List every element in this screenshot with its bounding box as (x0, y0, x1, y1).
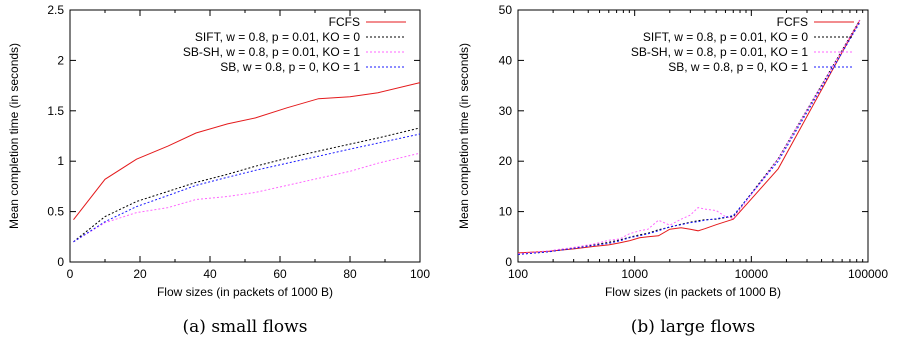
legend-label: SB, w = 0.8, p = 0, KO = 1 (220, 60, 360, 74)
x-tick-label: 40 (203, 267, 217, 281)
y-tick-label: 1.5 (47, 104, 64, 118)
x-tick-label: 0 (67, 267, 74, 281)
plot-frame (517, 9, 869, 263)
legend-label: SB-SH, w = 0.8, p = 0.01, KO = 1 (631, 45, 808, 59)
y-tick-label: 2 (57, 53, 64, 67)
y-tick-label: 0 (57, 255, 64, 269)
y-tick-label: 0 (505, 255, 512, 269)
series-line-3 (73, 133, 421, 243)
legend-label: FCFS (329, 15, 360, 29)
x-tick-label: 10000 (735, 267, 769, 281)
series-line-0 (517, 19, 861, 254)
x-tick-label: 60 (273, 267, 287, 281)
legend-label: FCFS (777, 15, 808, 29)
y-tick-label: 10 (499, 205, 513, 219)
y-tick-label: 0.5 (47, 205, 64, 219)
series-line-3 (517, 22, 861, 255)
y-tick-label: 30 (499, 104, 513, 118)
series-line-2 (517, 19, 861, 255)
y-axis-label: Mean completion time (in seconds) (7, 43, 21, 229)
y-tick-label: 40 (499, 53, 513, 67)
y-tick-label: 50 (499, 3, 513, 17)
series-line-1 (73, 127, 421, 243)
x-tick-label: 100 (410, 267, 430, 281)
x-tick-label: 100000 (848, 267, 888, 281)
y-tick-label: 1 (57, 154, 64, 168)
chart-panel-b: 100 1000 10000 100000 0 10 20 30 40 50 Flow sizes … (457, 3, 888, 337)
figure-caption: (b) large flows (631, 317, 755, 337)
x-tick-label: 100 (508, 267, 528, 281)
figure-caption: (a) small flows (183, 317, 308, 337)
x-axis-label: Flow sizes (in packets of 1000 B) (157, 285, 333, 299)
y-axis-label: Mean completion time (in seconds) (457, 43, 471, 229)
x-axis-label: Flow sizes (in packets of 1000 B) (605, 285, 781, 299)
legend-label: SB, w = 0.8, p = 0, KO = 1 (668, 60, 808, 74)
y-tick-label: 2.5 (47, 3, 64, 17)
x-tick-label: 1000 (621, 267, 648, 281)
legend-label: SIFT, w = 0.8, p = 0.01, KO = 0 (195, 30, 360, 44)
legend-label: SB-SH, w = 0.8, p = 0.01, KO = 1 (183, 45, 360, 59)
series-line-0 (73, 82, 421, 221)
legend-label: SIFT, w = 0.8, p = 0.01, KO = 0 (643, 30, 808, 44)
series-line-2 (73, 152, 421, 243)
y-tick-label: 20 (499, 154, 513, 168)
x-tick-label: 80 (343, 267, 357, 281)
x-tick-label: 20 (133, 267, 147, 281)
chart-panel-a: 0 20 40 60 80 100 0 0.5 1 1.5 2 2.5 Flow sizes (in p… (7, 3, 430, 337)
